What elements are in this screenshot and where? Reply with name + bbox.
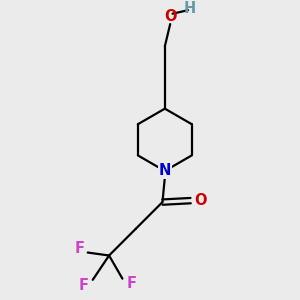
Text: N: N bbox=[159, 164, 171, 178]
Text: O: O bbox=[164, 8, 176, 23]
Text: F: F bbox=[127, 277, 137, 292]
Text: F: F bbox=[79, 278, 89, 293]
Text: O: O bbox=[194, 193, 206, 208]
Text: H: H bbox=[183, 1, 196, 16]
Text: F: F bbox=[74, 242, 84, 256]
